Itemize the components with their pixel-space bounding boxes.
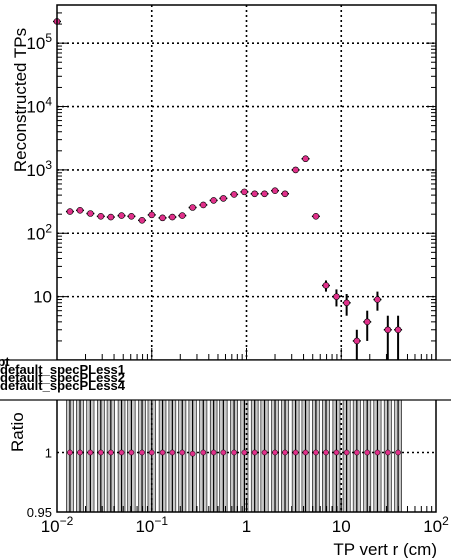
data-point xyxy=(312,213,320,220)
ratio-y-tick-label: 0.95 xyxy=(27,505,52,520)
legend-entry: default_specPLess2 xyxy=(0,370,125,385)
data-point xyxy=(118,212,125,219)
data-point xyxy=(97,213,105,220)
data-point xyxy=(363,318,371,326)
data-point xyxy=(241,188,248,196)
ratio-point xyxy=(384,449,391,456)
ratio-point xyxy=(333,449,340,456)
ratio-point xyxy=(169,449,176,456)
ratio-point xyxy=(292,449,299,456)
data-point xyxy=(107,213,115,221)
data-point xyxy=(302,155,309,163)
y-tick-label: 104 xyxy=(26,95,52,117)
ratio-point xyxy=(343,449,350,456)
ratio-point xyxy=(87,449,94,456)
data-point xyxy=(200,201,207,209)
data-point xyxy=(230,191,238,198)
ratio-point xyxy=(77,449,83,456)
ratio-y-tick-label: 1 xyxy=(45,446,52,461)
legend-entry: default_specPLess1 xyxy=(0,362,125,377)
x-tick-label: 102 xyxy=(423,514,449,536)
ratio-point xyxy=(67,449,73,456)
y-axis-label: Reconstructed TPs xyxy=(11,28,30,172)
ratio-panel: 0.95 1 10−2 10−1 1 10 102 xyxy=(27,392,449,536)
y-tick-label: 10 xyxy=(33,288,52,307)
data-point xyxy=(189,204,196,211)
ratio-point xyxy=(97,449,104,456)
ratio-point xyxy=(261,449,268,456)
data-point xyxy=(178,212,186,219)
ratio-point xyxy=(251,449,258,456)
ratio-point xyxy=(323,449,329,456)
ratio-point xyxy=(364,449,371,456)
x-tick-label: 10−1 xyxy=(135,514,168,536)
x-axis-label: TP vert r (cm) xyxy=(333,540,437,558)
ratio-point xyxy=(395,449,401,456)
data-point xyxy=(66,208,74,215)
ratio-y-axis-label: Ratio xyxy=(8,412,27,452)
legend-entry: default_specPLess4 xyxy=(0,378,126,393)
ratio-point xyxy=(313,449,319,456)
ratio-point xyxy=(241,449,248,456)
ratio-point xyxy=(179,449,186,456)
ratio-point xyxy=(118,449,125,456)
data-point xyxy=(271,187,279,194)
y-tick-label: 103 xyxy=(26,158,52,180)
data-point xyxy=(394,326,402,334)
x-tick-label: 10−2 xyxy=(41,514,74,536)
ratio-point xyxy=(189,450,196,457)
data-point xyxy=(251,190,258,198)
ratio-point xyxy=(200,449,207,456)
ratio-point xyxy=(282,449,288,456)
ratio-point xyxy=(139,449,145,456)
data-point xyxy=(384,326,392,334)
data-point xyxy=(128,213,135,220)
x-tick-label: 10 xyxy=(332,517,351,536)
ratio-point xyxy=(159,449,166,456)
legend-box xyxy=(0,359,451,401)
data-point xyxy=(210,197,217,204)
ratio-point xyxy=(374,449,381,456)
data-point xyxy=(281,190,289,198)
data-point xyxy=(333,293,340,300)
data-point xyxy=(87,210,94,217)
ratio-point xyxy=(107,449,114,456)
data-point xyxy=(138,217,146,224)
data-point xyxy=(353,337,361,345)
data-point xyxy=(76,207,84,214)
ratio-point xyxy=(353,449,360,456)
ratio-point xyxy=(302,449,309,456)
ratio-point xyxy=(231,449,237,456)
data-point xyxy=(159,214,166,222)
data-point xyxy=(261,190,268,198)
data-point xyxy=(220,195,227,202)
data-point xyxy=(322,282,330,289)
legend: ewptdefault_specPLess1default_specPLess2… xyxy=(0,354,451,401)
ratio-point xyxy=(272,449,278,456)
y-tick-label: 105 xyxy=(26,31,52,53)
data-point xyxy=(169,213,176,221)
data-point xyxy=(374,296,381,303)
data-point xyxy=(148,211,156,219)
main-panel: 10 102 103 104 105 xyxy=(26,4,437,361)
legend-entry: ewpt xyxy=(0,354,10,369)
data-point xyxy=(292,166,299,174)
axis-labels: Reconstructed TPs Ratio TP vert r (cm) xyxy=(8,28,437,558)
ratio-point xyxy=(128,449,135,456)
ratio-point xyxy=(220,449,227,456)
data-point xyxy=(343,299,350,307)
ratio-point xyxy=(148,449,155,456)
x-tick-label: 1 xyxy=(242,517,251,536)
y-tick-label: 102 xyxy=(26,221,52,243)
ratio-point xyxy=(210,449,217,456)
